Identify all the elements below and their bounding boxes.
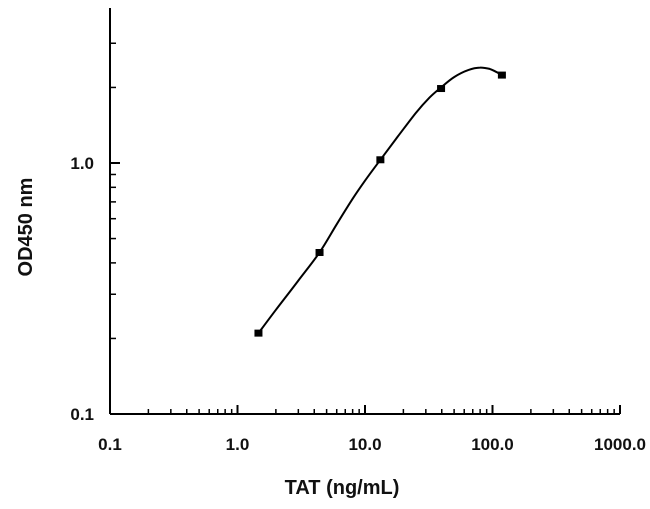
data-point — [315, 248, 324, 256]
x-tick-label: 1.0 — [226, 435, 250, 454]
x-tick-label: 100.0 — [471, 435, 514, 454]
y-tick-label: 0.1 — [70, 405, 94, 424]
x-tick-label: 0.1 — [98, 435, 122, 454]
x-tick-label: 1000.0 — [594, 435, 646, 454]
axis-ticks — [109, 42, 621, 415]
fit-curve — [257, 66, 503, 334]
data-point — [497, 71, 506, 79]
axes — [109, 8, 620, 415]
y-axis-title: OD450 nm — [15, 178, 37, 277]
data-point — [254, 329, 263, 337]
y-tick-label: 1.0 — [70, 154, 94, 173]
x-axis-title: TAT (ng/mL) — [285, 477, 400, 499]
tick-labels: 0.1 1.0 10.0 100.0 1000.0 0.1 1.0 — [70, 154, 646, 454]
x-tick-label: 10.0 — [348, 435, 381, 454]
data-point — [376, 156, 385, 164]
data-point — [437, 85, 446, 93]
data-points — [254, 71, 506, 337]
